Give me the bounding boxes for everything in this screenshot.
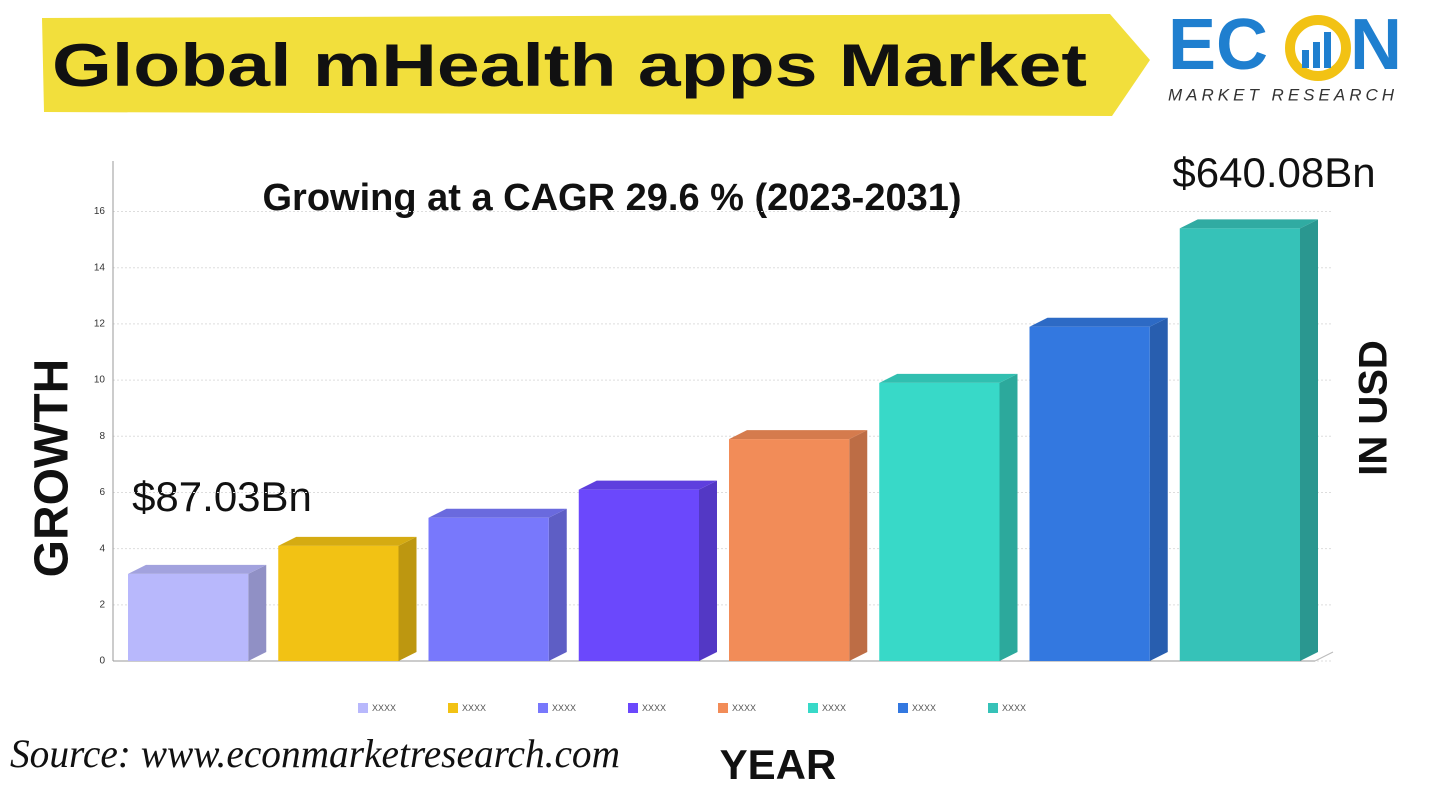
logo-left: EC (1168, 5, 1268, 85)
legend-swatch (358, 703, 368, 713)
legend-label: XXXX (372, 703, 396, 713)
y-axis-label: GROWTH (26, 359, 79, 578)
legend-label: XXXX (822, 703, 846, 713)
title-banner (42, 14, 1150, 116)
legend-swatch (628, 703, 638, 713)
annotation: $87.03Bn (132, 473, 312, 520)
legend-swatch (718, 703, 728, 713)
y-tick-label: 0 (99, 656, 105, 667)
y-tick-label: 4 (99, 543, 105, 554)
bar-top (879, 373, 1018, 383)
bar (128, 573, 249, 661)
bar (729, 439, 850, 661)
y-tick-label: 16 (94, 206, 106, 217)
y-tick-label: 2 (99, 599, 105, 610)
bar (879, 382, 1000, 661)
y-tick-label: 8 (99, 431, 105, 442)
legend-swatch (898, 703, 908, 713)
bar-side (999, 373, 1018, 661)
bar-top (278, 536, 417, 546)
logo-icon (1285, 15, 1351, 81)
logo-right: N (1350, 5, 1402, 85)
y-tick-label: 14 (94, 262, 106, 273)
bar (1029, 326, 1150, 661)
y2-axis-label: IN USD (1352, 340, 1396, 476)
legend-swatch (988, 703, 998, 713)
bar-top (729, 430, 868, 440)
axis-line (1314, 651, 1334, 662)
legend-label: XXXX (642, 703, 666, 713)
bar (578, 489, 699, 661)
annotation: $640.08Bn (1172, 149, 1375, 196)
bar-side (1149, 317, 1168, 661)
bar-top (1029, 317, 1168, 327)
bar-side (699, 480, 717, 661)
x-axis-label: YEAR (720, 741, 837, 788)
legend-label: XXXX (732, 703, 756, 713)
bar-side (398, 536, 417, 661)
legend-label: XXXX (1002, 703, 1026, 713)
logo-tagline: MARKET RESEARCH (1168, 85, 1398, 104)
bar (278, 545, 399, 661)
source: Source: www.econmarketresearch.com (10, 731, 620, 776)
legend-label: XXXX (912, 703, 936, 713)
legend-swatch (808, 703, 818, 713)
bar-side (548, 508, 567, 661)
bar-top (1179, 219, 1318, 229)
bar (1179, 228, 1300, 662)
y-tick-label: 6 (99, 487, 105, 498)
legend-swatch (538, 703, 548, 713)
bar (428, 517, 549, 661)
bar-top (578, 480, 717, 490)
bar-top (128, 564, 267, 574)
legend-swatch (448, 703, 458, 713)
y-tick-label: 12 (94, 319, 106, 330)
bar-side (849, 430, 868, 661)
bar-side (248, 564, 267, 661)
bar-top (428, 508, 567, 518)
page-title: Global mHealth apps Market (52, 32, 1087, 99)
legend-label: XXXX (552, 703, 576, 713)
legend-label: XXXX (462, 703, 486, 713)
chart-subtitle: Growing at a CAGR 29.6 % (2023-2031) (262, 177, 961, 219)
bar-side (1300, 219, 1318, 662)
y-tick-label: 10 (94, 375, 106, 386)
